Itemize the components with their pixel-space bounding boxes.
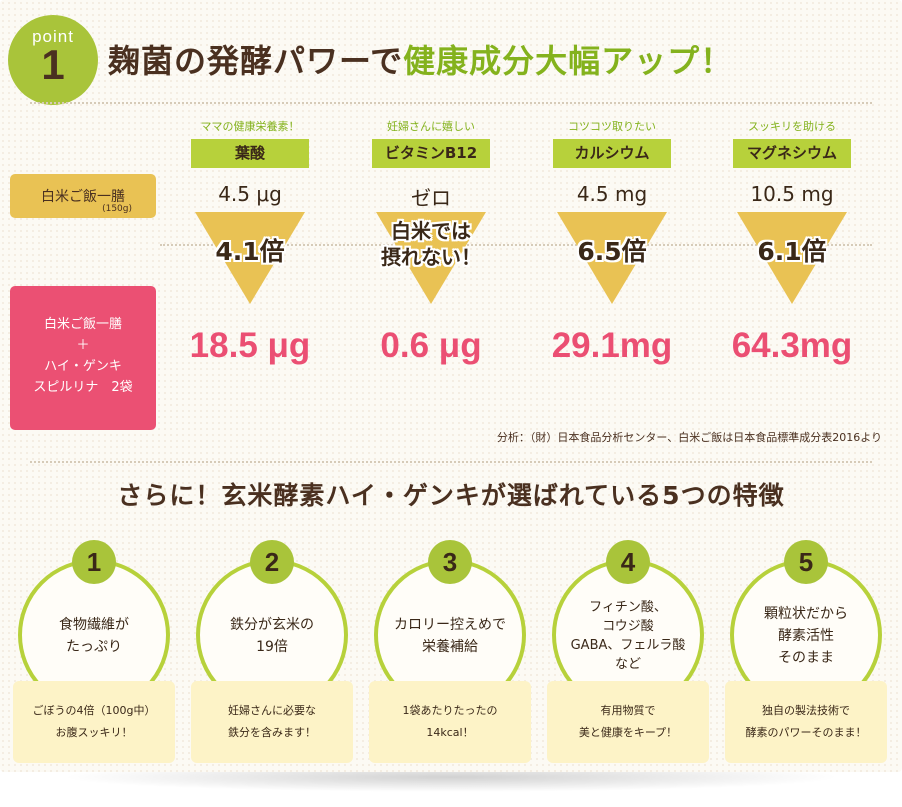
nutrient-multiplier: 白米では 摂れない！ — [376, 218, 486, 270]
nutrient-caption: スッキリを助ける — [748, 120, 836, 133]
nutrient-base-value: ゼロ — [411, 186, 451, 210]
feature-title: 鉄分が玄米の 19倍 — [201, 588, 343, 684]
point-word: point — [32, 27, 74, 46]
rice-weight: (150g) — [102, 204, 132, 214]
feature-detail: 独自の製法技術で 酵素のパワーそのまま！ — [725, 681, 887, 763]
feature-number: 3 — [428, 540, 472, 584]
nutrient-base-value: 4.5 μg — [218, 182, 282, 206]
down-arrow-icon: 白米では 摂れない！ — [376, 212, 486, 304]
nutrient-result: 18.5 μg — [189, 326, 311, 365]
feature-title-line: 食物繊維が — [59, 617, 129, 633]
feature-title-line: GABA、フェルラ酸 — [570, 638, 686, 653]
nutrient-name: マグネシウム — [733, 139, 851, 168]
combo-line: 白米ご飯一膳 — [43, 317, 122, 332]
feature-number: 2 — [250, 540, 294, 584]
nutrient-result: 29.1mg — [551, 326, 673, 365]
nutrient-name: 葉酸 — [191, 139, 309, 168]
feature-detail: 1袋あたりたったの 14kcal！ — [369, 681, 531, 763]
feature-title-line: たっぷり — [66, 639, 122, 655]
feature-card: 1 食物繊維が たっぷり ごぼうの4倍（100g中） お腹スッキリ！ — [13, 540, 175, 765]
down-arrow-icon: 6.5倍 — [557, 212, 667, 304]
rice-label: 白米ご飯一膳 — [41, 189, 125, 205]
feature-detail-line: お腹スッキリ！ — [55, 726, 133, 739]
feature-number: 4 — [606, 540, 650, 584]
feature-detail: 有用物質で 美と健康をキープ！ — [547, 681, 709, 763]
feature-title-line: 酵素活性 — [778, 628, 834, 644]
source-note: 分析：（財）日本食品分析センター、白米ご飯は日本食品標準成分表2016より — [496, 431, 882, 444]
feature-detail: ごぼうの4倍（100g中） お腹スッキリ！ — [13, 681, 175, 763]
feature-detail-line: 鉄分を含みます！ — [228, 726, 316, 739]
nutrient-multiplier: 6.1倍 — [757, 237, 827, 266]
multiplier-line: 摂れない！ — [381, 245, 481, 269]
feature-detail-line: ごぼうの4倍（100g中） — [32, 704, 156, 717]
page-title: 麹菌の発酵パワーで健康成分大幅アップ！ — [108, 36, 733, 82]
feature-detail-line: 妊婦さんに必要な — [228, 704, 316, 717]
feature-title: 食物繊維が たっぷり — [23, 588, 165, 684]
combo-line: ＋ — [76, 338, 90, 353]
nutrient-column-b12: 妊婦さんに嬉しい ビタミンB12 ゼロ 白米では 摂れない！ 0.6 μg — [361, 118, 501, 366]
feature-title-line: 顆粒状だから — [764, 606, 848, 622]
nutrient-result: 0.6 μg — [380, 326, 482, 365]
feature-title: カロリー控えめで 栄養補給 — [379, 588, 521, 684]
feature-title: 顆粒状だから 酵素活性 そのまま — [735, 588, 877, 684]
nutrient-base-value: 10.5 mg — [750, 182, 834, 206]
feature-title-line: コウジ酸 — [602, 619, 654, 634]
nutrient-column-folate: ママの健康栄養素！ 葉酸 4.5 μg 4.1倍 18.5 μg — [180, 118, 320, 366]
nutrient-name: カルシウム — [553, 139, 671, 168]
down-arrow-icon: 6.1倍 — [737, 212, 847, 304]
nutrient-base-value: 4.5 mg — [576, 182, 648, 206]
point-badge: point 1 — [8, 15, 98, 105]
feature-card: 2 鉄分が玄米の 19倍 妊婦さんに必要な 鉄分を含みます！ — [191, 540, 353, 765]
down-arrow-icon: 4.1倍 — [195, 212, 305, 304]
feature-detail: 妊婦さんに必要な 鉄分を含みます！ — [191, 681, 353, 763]
feature-title-line: 鉄分が玄米の — [230, 617, 314, 633]
combo-line: スピルリナ 2袋 — [33, 380, 133, 395]
info-card: point 1 麹菌の発酵パワーで健康成分大幅アップ！ 白米ご飯一膳 (150g… — [0, 0, 902, 772]
feature-card: 3 カロリー控えめで 栄養補給 1袋あたりたったの 14kcal！ — [369, 540, 531, 765]
feature-detail-line: 有用物質で — [600, 704, 656, 717]
combo-line: ハイ・ゲンキ — [44, 359, 122, 374]
nutrient-caption: コツコツ取りたい — [568, 120, 656, 133]
feature-detail-line: 美と健康をキープ！ — [578, 726, 678, 739]
feature-detail-line: 1袋あたりたったの — [402, 704, 498, 717]
nutrient-result: 64.3mg — [731, 326, 853, 365]
feature-card: 4 フィチン酸、 コウジ酸 GABA、フェルラ酸 など 有用物質で 美と健康をキ… — [547, 540, 709, 765]
feature-title-line: フィチン酸、 — [589, 600, 667, 615]
feature-title-line: 19倍 — [256, 639, 288, 655]
feature-detail-line: 酵素のパワーそのまま！ — [745, 726, 867, 739]
nutrient-column-magnesium: スッキリを助ける マグネシウム 10.5 mg 6.1倍 64.3mg — [722, 118, 862, 366]
nutrient-caption: 妊婦さんに嬉しい — [387, 120, 475, 133]
nutrient-name: ビタミンB12 — [372, 139, 490, 168]
combo-row-label: 白米ご飯一膳 ＋ ハイ・ゲンキ スピルリナ 2袋 — [10, 286, 156, 430]
nutrient-multiplier: 6.5倍 — [577, 237, 647, 266]
feature-title: フィチン酸、 コウジ酸 GABA、フェルラ酸 など — [557, 588, 699, 684]
point-number: 1 — [41, 41, 65, 88]
feature-title-line: など — [614, 657, 641, 672]
nutrient-column-calcium: コツコツ取りたい カルシウム 4.5 mg 6.5倍 29.1mg — [542, 118, 682, 366]
nutrient-caption: ママの健康栄養素！ — [200, 120, 300, 133]
features-heading: さらに！玄米酵素ハイ・ゲンキが選ばれている5つの特徴 — [117, 481, 785, 510]
divider — [30, 461, 872, 463]
feature-title-line: そのまま — [778, 650, 834, 666]
nutrient-multiplier: 4.1倍 — [215, 237, 285, 266]
feature-number: 1 — [72, 540, 116, 584]
divider — [30, 102, 872, 104]
title-highlight: 健康成分大幅アップ！ — [403, 42, 734, 80]
rice-row-label: 白米ご飯一膳 (150g) — [10, 174, 156, 218]
feature-card: 5 顆粒状だから 酵素活性 そのまま 独自の製法技術で 酵素のパワーそのまま！ — [725, 540, 887, 765]
feature-detail-line: 14kcal！ — [426, 726, 474, 739]
multiplier-line: 白米では — [391, 219, 471, 243]
divider — [160, 244, 872, 246]
feature-title-line: 栄養補給 — [422, 639, 478, 655]
feature-number: 5 — [784, 540, 828, 584]
feature-detail-line: 独自の製法技術で — [762, 704, 850, 717]
title-prefix: 麹菌の発酵パワーで — [108, 42, 404, 80]
feature-title-line: カロリー控えめで — [394, 617, 506, 633]
